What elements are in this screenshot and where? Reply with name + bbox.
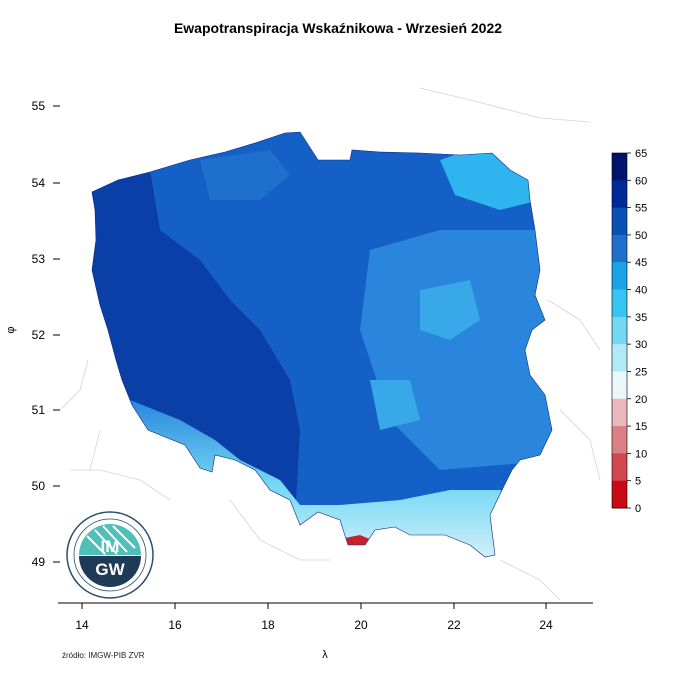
x-tick-label: 16 [168,618,182,632]
legend-swatch [612,316,627,345]
legend-swatches [611,152,628,509]
logo-text-bottom: GW [95,560,125,579]
legend-swatch [612,180,627,209]
legend-label: 35 [635,312,647,324]
neighbour-borders [59,87,601,601]
y-axis [53,105,60,563]
legend-label: 45 [635,257,647,269]
legend-swatch [612,344,627,372]
legend-label: 10 [635,448,647,460]
y-tick-label: 52 [32,328,46,342]
y-tick-label: 54 [32,176,46,190]
legend-swatch [612,426,627,454]
y-tick-label: 50 [32,479,46,493]
x-tick-label: 20 [354,618,368,632]
y-tick-label: 49 [32,555,46,569]
source-note: źródło: IMGW-PIB ZVR [62,651,145,660]
imgw-logo: IM GW [66,511,154,599]
legend-label: 15 [635,421,647,433]
x-tick-label: 24 [539,618,553,632]
legend-label: 65 [635,148,647,160]
legend-swatch [612,398,627,427]
legend-swatch [612,453,627,482]
legend-label: 30 [635,339,647,351]
y-axis-label: φ [5,326,17,333]
legend-label: 40 [635,285,647,297]
legend-swatch [612,371,627,400]
x-tick-label: 14 [75,618,89,632]
legend-swatch [612,153,627,181]
legend-label: 55 [635,203,647,215]
x-tick-label: 18 [261,618,275,632]
x-axis [58,602,593,609]
legend-swatch [612,207,627,236]
legend-label: 50 [635,230,647,242]
legend-label: 20 [635,394,647,406]
x-axis-label: λ [322,649,328,661]
y-tick-label: 51 [32,403,46,417]
legend-swatch [612,262,627,291]
legend-label: 60 [635,175,647,187]
logo-text-top: IM [101,537,120,556]
y-tick-label: 53 [32,252,46,266]
legend-label: 0 [635,503,641,515]
legend-swatch [612,289,627,318]
legend-frame [611,152,628,509]
legend-swatch [612,234,627,263]
x-tick-label: 22 [447,618,461,632]
legend-swatch [612,480,627,509]
legend-label: 25 [635,366,647,378]
y-tick-label: 55 [32,99,46,113]
map-title: Ewapotranspiracja Wskaźnikowa - Wrzesień… [173,20,503,36]
legend-label: 5 [635,476,641,488]
